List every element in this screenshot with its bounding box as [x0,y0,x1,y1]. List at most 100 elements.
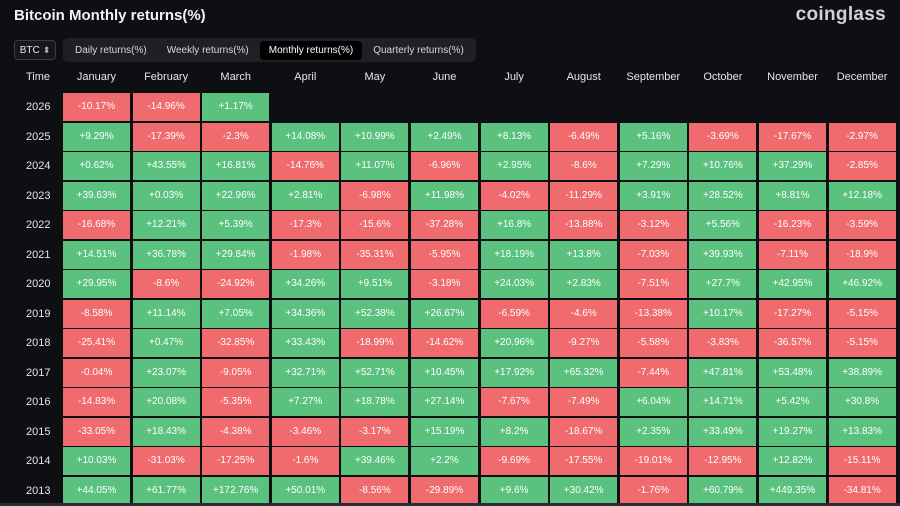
return-cell: +27.14% [411,388,478,416]
tab-quarterly-returns[interactable]: Quarterly returns(%) [373,44,464,56]
table-row: 2024 +0.62% +43.55% +16.81% -14.76% +11.07% -6… [0,152,900,180]
return-cell: +24.03% [480,270,548,298]
return-cell: +30.42% [550,476,618,505]
year-label: 2020 [26,278,51,290]
return-cell: -16.68% [63,211,130,239]
year-label: 2022 [26,219,51,231]
return-cell: -17.27% [759,299,826,328]
return-cell: -7.49% [550,388,618,416]
return-cell: +13.8% [550,240,618,269]
return-cell: -3.59% [828,211,896,239]
return-cell: +60.79% [689,476,757,505]
table-row: 2021 +14.51% +36.78% +29.84% -1.98% -35.31% -5… [0,240,900,269]
return-cell: -5.58% [619,329,687,357]
header-month: August [566,71,601,83]
return-cell: -2.85% [828,152,896,180]
table-row: 2015 -33.05% +18.43% -4.38% -3.46% -3.17% +15.… [0,417,900,446]
header-month: December [836,71,888,83]
header-time: Time [26,71,51,83]
return-cell: +42.95% [759,270,826,298]
return-cell: +18.78% [341,388,409,416]
table-row: 2016 -14.83% +20.08% -5.35% +7.27% +18.78% +27… [0,388,900,416]
return-cell: +11.07% [341,152,409,180]
year-label: 2013 [26,484,51,497]
return-cell: -9.27% [550,329,618,357]
return-cell: +14.71% [689,388,757,416]
return-cell: +65.32% [550,358,618,387]
return-cell: +34.36% [271,299,339,328]
return-cell: -3.12% [619,211,687,239]
tab-monthly-returns[interactable]: Monthly returns(%) [259,40,363,60]
return-cell: -18.67% [550,417,618,446]
return-cell: +44.05% [63,476,130,505]
return-cell: -6.96% [411,152,478,180]
return-cell: +43.55% [132,152,200,180]
return-cell: -16.23% [759,211,826,239]
header-month: June [432,71,457,83]
return-cell: -33.05% [63,417,130,446]
horizontal-scrollbar[interactable] [0,503,900,506]
table-row: 2022 -16.68% +12.21% +5.39% -17.3% -15.6% -37.… [0,211,900,239]
return-cell: +19.27% [759,417,826,446]
return-cell: -4.02% [480,181,548,210]
header-month: February [144,71,189,83]
return-cell: +15.19% [411,417,478,446]
return-cell: -10.17% [63,93,130,121]
return-cell: -14.62% [411,329,478,357]
return-cell: +13.83% [828,417,896,446]
return-cell: -3.18% [411,270,478,298]
return-cell: +7.27% [271,388,339,416]
table-row: 2013 +44.05% +61.77% +172.76% +50.01% -8.56% -… [0,476,900,505]
return-cell: +38.89% [828,358,896,387]
return-cell: -31.03% [132,447,200,475]
return-cell: -5.15% [828,299,896,328]
year-label: 2015 [26,425,51,438]
return-cell: +8.81% [759,181,826,210]
year-label: 2023 [26,189,51,202]
return-cell: +39.93% [689,240,757,269]
return-cell: +29.84% [202,240,270,269]
tab-daily-returns[interactable]: Daily returns(%) [75,44,147,56]
return-cell: -6.98% [341,181,409,210]
return-cell: +9.51% [341,270,409,298]
header-month: July [504,71,524,83]
return-cell: +3.91% [619,181,687,210]
return-cell: +26.67% [411,299,478,328]
return-cell: +6.04% [619,388,687,416]
return-cell: -14.96% [132,93,200,121]
return-cell: -13.88% [550,211,618,239]
return-cell: -29.89% [411,476,478,505]
return-cell: +16.81% [202,152,270,180]
return-cell: +18.19% [480,240,548,269]
return-cell: -9.05% [202,358,270,387]
return-cell: +10.76% [689,152,757,180]
return-cell: -8.6% [132,270,200,298]
return-cell: +10.99% [341,122,409,151]
return-cell: +20.96% [480,329,548,357]
return-cell: -3.46% [271,417,339,446]
return-cell: +28.52% [689,181,757,210]
coin-select[interactable]: BTC ⬍ [14,40,56,60]
return-cell: -17.3% [271,211,339,239]
return-cell: +0.47% [132,329,200,357]
return-cell: -35.31% [341,240,409,269]
year-label: 2026 [26,101,51,113]
table-row: 2026 -10.17% -14.96% +1.17% [0,93,900,121]
return-cell: +12.82% [759,447,826,475]
return-cell: +46.92% [828,270,896,298]
return-cell: +10.45% [411,358,478,387]
return-cell: +2.2% [411,447,478,475]
return-cell: -0.04% [63,358,130,387]
return-cell: -36.57% [759,329,826,357]
return-cell: +27.7% [689,270,757,298]
year-label: 2016 [26,396,51,408]
return-cell: +22.96% [202,181,270,210]
return-cell: +61.77% [132,476,200,505]
return-cell: +37.29% [759,152,826,180]
header-month: March [220,71,251,83]
return-cell: +11.98% [411,181,478,210]
return-cell: +52.38% [341,299,409,328]
return-cell: +0.03% [132,181,200,210]
tab-weekly-returns[interactable]: Weekly returns(%) [166,44,249,56]
table-row: 2020 +29.95% -8.6% -24.92% +34.26% +9.51% -3.1… [0,270,900,298]
